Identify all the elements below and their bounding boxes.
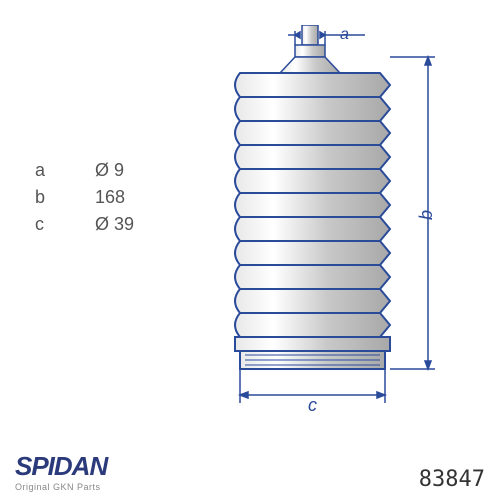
spec-val: Ø 9	[95, 160, 155, 181]
spec-key: b	[35, 187, 95, 208]
brand-subtitle: Original GKN Parts	[15, 482, 107, 492]
part-number: 83847	[419, 467, 485, 492]
spec-row: b 168	[35, 187, 155, 208]
spec-row: c Ø 39	[35, 214, 155, 235]
footer: SPIDAN Original GKN Parts 83847	[15, 451, 485, 492]
spec-val: Ø 39	[95, 214, 155, 235]
spec-val: 168	[95, 187, 155, 208]
bellows-ribs	[235, 73, 390, 337]
dim-a	[288, 31, 365, 45]
diagram-container: a Ø 9 b 168 c Ø 39	[10, 10, 490, 440]
dim-c-label: c	[308, 395, 317, 415]
technical-drawing: a b c	[210, 25, 480, 415]
brand-block: SPIDAN Original GKN Parts	[15, 451, 107, 492]
spec-key: c	[35, 214, 95, 235]
dim-b-label: b	[416, 210, 436, 220]
brand-name: SPIDAN	[15, 451, 107, 482]
spec-key: a	[35, 160, 95, 181]
dim-a-label: a	[340, 26, 349, 43]
bellows-svg: a b c	[210, 25, 480, 415]
spec-row: a Ø 9	[35, 160, 155, 181]
spec-table: a Ø 9 b 168 c Ø 39	[35, 160, 155, 241]
